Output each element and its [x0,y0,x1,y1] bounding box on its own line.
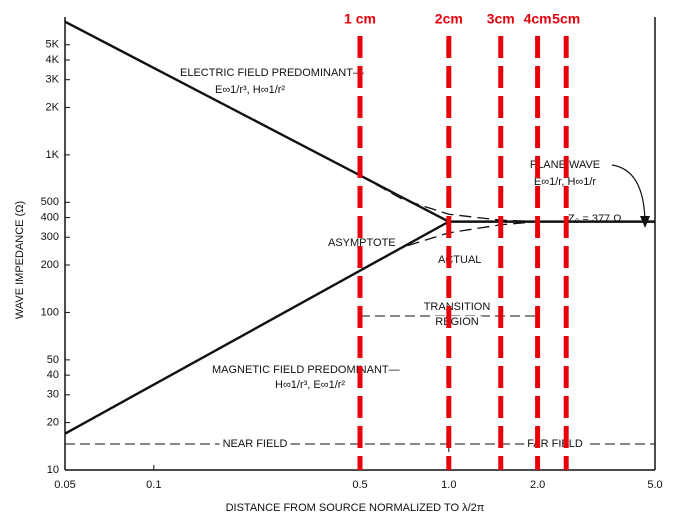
label-bg [420,300,494,313]
y-tick-label: 10 [47,464,59,476]
y-tick-label: 30 [47,389,59,401]
y-tick-label: 100 [41,306,59,318]
series-line [64,220,450,435]
marker-label: 1 cm [344,11,376,27]
label-bg [219,437,291,450]
x-tick-label: 0.05 [54,479,75,491]
arrowhead [640,216,650,228]
annotation: ASYMPTOTE [328,237,396,249]
annotation: ELECTRIC FIELD PREDOMINANT— [180,67,364,79]
annotation: H∞1/r³, E∞1/r² [275,379,345,391]
marker-label: 5cm [552,11,580,27]
annotation: TRANSITION [424,301,491,313]
x-tick-label: 0.1 [146,479,161,491]
label-bg [432,315,482,328]
annotation: NEAR FIELD [223,438,288,450]
annotation: E∞1/r³, H∞1/r² [215,84,285,96]
x-tick-label: 2.0 [530,479,545,491]
y-tick-label: 200 [41,259,59,271]
x-tick-label: 1.0 [441,479,456,491]
annotation: E∞1/r, H∞1/r [534,176,596,188]
y-tick-label: 5K [46,39,60,51]
y-tick-label: 4K [46,54,60,66]
annotation: REGION [435,316,478,328]
series-line [359,174,538,223]
label-bg [209,363,403,376]
annotation: FAR FIELD [527,438,583,450]
annotation: ACTUAL [438,254,481,266]
marker-label: 3cm [487,11,515,27]
label-bg [272,378,349,391]
x-axis-label: DISTANCE FROM SOURCE NORMALIZED TO λ/2π [226,502,485,514]
x-tick-label: 5.0 [647,479,662,491]
y-tick-label: 500 [41,196,59,208]
annotation: MAGNETIC FIELD PREDOMINANT— [212,364,400,376]
marker-label: 2cm [435,11,463,27]
y-tick-label: 2K [46,101,60,113]
y-tick-label: 300 [41,231,59,243]
y-tick-label: 40 [47,369,59,381]
series-line [64,20,450,223]
y-tick-label: 3K [46,74,60,86]
y-tick-label: 1K [46,149,60,161]
annotation: Z₀ = 377 Ω [568,213,621,225]
plane-wave-arrow [611,164,646,226]
x-tick-label: 0.5 [352,479,367,491]
marker-label: 4cm [524,11,552,27]
y-tick-label: 50 [47,354,59,366]
y-axis-label: WAVE IMPEDANCE (Ω) [14,201,26,319]
y-tick-label: 400 [41,211,59,223]
y-tick-label: 20 [47,416,59,428]
